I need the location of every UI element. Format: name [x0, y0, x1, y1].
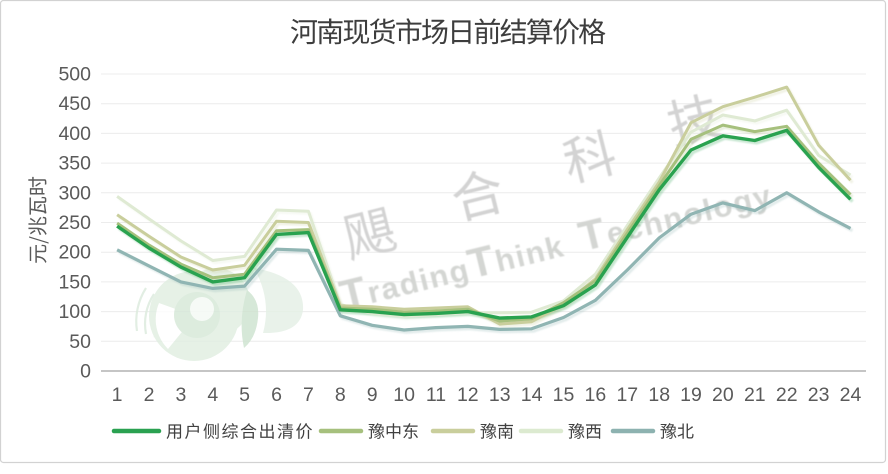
svg-text:22: 22 — [776, 384, 798, 406]
svg-text:8: 8 — [335, 384, 346, 406]
svg-text:20: 20 — [712, 384, 734, 406]
svg-text:12: 12 — [457, 384, 479, 406]
svg-text:21: 21 — [744, 384, 766, 406]
svg-text:18: 18 — [648, 384, 670, 406]
svg-text:17: 17 — [616, 384, 638, 406]
svg-text:23: 23 — [808, 384, 830, 406]
svg-text:24: 24 — [840, 384, 862, 406]
svg-text:2: 2 — [144, 384, 155, 406]
svg-text:250: 250 — [58, 212, 91, 234]
svg-text:350: 350 — [58, 153, 91, 175]
svg-text:200: 200 — [58, 242, 91, 264]
svg-text:500: 500 — [58, 64, 91, 86]
svg-text:11: 11 — [426, 384, 446, 406]
svg-text:300: 300 — [58, 182, 91, 204]
svg-text:5: 5 — [239, 384, 250, 406]
svg-text:4: 4 — [207, 384, 218, 406]
svg-text:13: 13 — [489, 384, 511, 406]
svg-text:16: 16 — [585, 384, 607, 406]
svg-text:14: 14 — [521, 384, 543, 406]
svg-text:10: 10 — [393, 384, 415, 406]
svg-text:19: 19 — [680, 384, 702, 406]
svg-text:50: 50 — [69, 331, 91, 353]
svg-text:7: 7 — [303, 384, 314, 406]
svg-text:150: 150 — [58, 271, 91, 293]
svg-text:3: 3 — [175, 384, 186, 406]
svg-text:0: 0 — [80, 361, 91, 383]
svg-text:9: 9 — [367, 384, 378, 406]
svg-text:100: 100 — [58, 301, 91, 323]
svg-text:400: 400 — [58, 123, 91, 145]
svg-text:1: 1 — [112, 384, 123, 406]
svg-text:6: 6 — [271, 384, 282, 406]
svg-text:450: 450 — [58, 93, 91, 115]
svg-text:15: 15 — [553, 384, 575, 406]
